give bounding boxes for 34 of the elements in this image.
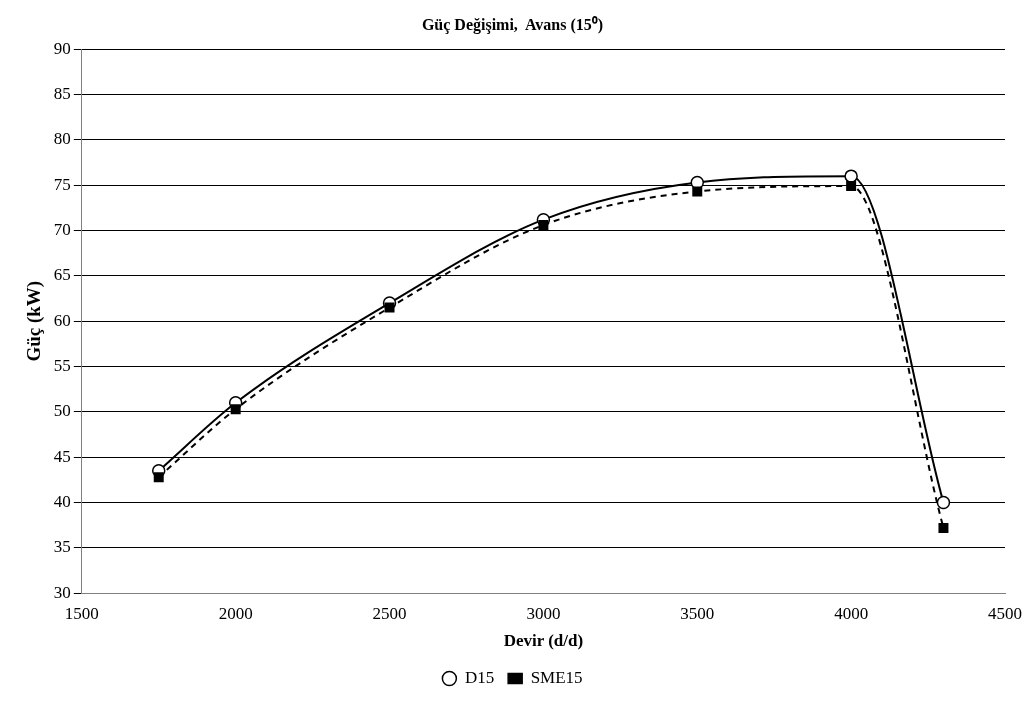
- point: [844, 169, 858, 183]
- y-tick-label: 65: [53, 265, 71, 285]
- point: [230, 404, 241, 415]
- y-tick-label: 35: [53, 537, 71, 557]
- x-tick-label: 2000: [218, 603, 253, 623]
- y-tick-label: 80: [53, 129, 71, 149]
- point: [938, 522, 949, 533]
- y-tick-label: 70: [53, 220, 71, 239]
- x-tick-label: 1500: [64, 603, 99, 623]
- x-tick-label: 3500: [680, 603, 715, 623]
- point: [538, 220, 549, 231]
- legend-label: SME15: [530, 667, 583, 687]
- x-tick-label: 4000: [834, 603, 869, 623]
- y-tick-label: 45: [53, 446, 71, 466]
- y-tick-label: 85: [53, 84, 71, 103]
- point: [692, 186, 703, 197]
- point: [153, 472, 164, 483]
- point: [846, 181, 857, 192]
- y-tick-label: 40: [53, 492, 71, 511]
- legend-label: D15: [464, 667, 495, 687]
- y-tick-label: 55: [53, 356, 71, 375]
- point: [384, 302, 395, 313]
- chart-title: Güç Değişimi, Avans (15⁰): [421, 15, 604, 34]
- x-tick-label: 3000: [526, 603, 561, 623]
- x-tick-label: 4500: [988, 603, 1022, 623]
- y-tick-label: 90: [53, 38, 71, 58]
- x-axis-title: Devir (d/d): [503, 631, 584, 651]
- y-tick-label: 60: [53, 310, 71, 330]
- y-axis-title: Güç (kW): [23, 280, 46, 362]
- x-tick-label: 2500: [372, 603, 407, 623]
- point: [936, 495, 951, 510]
- y-tick-label: 30: [53, 582, 71, 602]
- y-tick-label: 50: [53, 401, 71, 421]
- y-tick-label: 75: [53, 174, 71, 194]
